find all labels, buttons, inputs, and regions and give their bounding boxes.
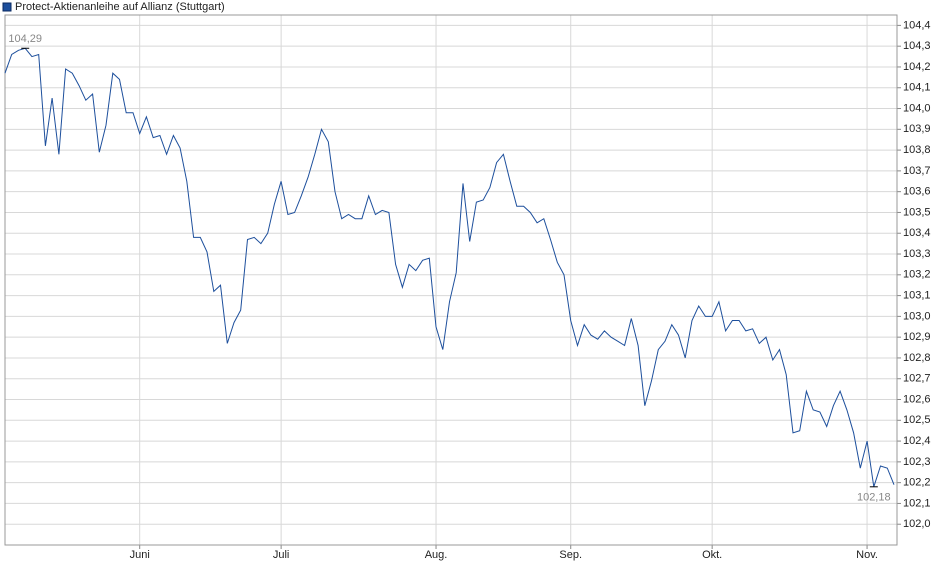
max-label: 104,29 <box>8 33 42 45</box>
x-tick-label: Nov. <box>856 549 878 561</box>
y-tick-label: 102,4 <box>903 435 931 447</box>
x-tick-label: Aug. <box>425 549 448 561</box>
y-tick-label: 103,4 <box>903 227 931 239</box>
y-tick-label: 103,7 <box>903 165 931 177</box>
y-tick-label: 102,6 <box>903 393 931 405</box>
x-tick-label: Juli <box>273 549 290 561</box>
x-tick-label: Juni <box>130 549 150 561</box>
legend-label: Protect-Aktienanleihe auf Allianz (Stutt… <box>15 1 225 13</box>
x-tick-label: Sep. <box>559 549 582 561</box>
min-label: 102,18 <box>857 492 891 504</box>
y-tick-label: 102,7 <box>903 373 931 385</box>
y-tick-label: 103,3 <box>903 248 931 260</box>
y-tick-label: 104,0 <box>903 102 931 114</box>
y-tick-label: 102,1 <box>903 497 931 509</box>
x-tick-label: Okt. <box>702 549 722 561</box>
y-tick-label: 103,9 <box>903 123 931 135</box>
y-tick-label: 103,1 <box>903 289 931 301</box>
y-tick-label: 104,4 <box>903 19 931 31</box>
y-tick-label: 104,3 <box>903 40 931 52</box>
plot-border <box>4 14 898 546</box>
y-tick-label: 103,6 <box>903 186 931 198</box>
y-tick-label: 103,5 <box>903 206 931 218</box>
y-tick-label: 103,8 <box>903 144 931 156</box>
y-tick-label: 102,8 <box>903 352 931 364</box>
legend-swatch <box>2 2 12 12</box>
y-tick-label: 102,9 <box>903 331 931 343</box>
y-tick-label: 103,0 <box>903 310 931 322</box>
price-line <box>4 47 895 487</box>
y-tick-label: 102,5 <box>903 414 931 426</box>
y-tick-label: 102,0 <box>903 518 931 530</box>
y-tick-label: 103,2 <box>903 269 931 281</box>
y-tick-label: 104,2 <box>903 61 931 73</box>
y-tick-label: 102,3 <box>903 456 931 468</box>
y-tick-label: 102,2 <box>903 477 931 489</box>
y-tick-label: 104,1 <box>903 82 931 94</box>
